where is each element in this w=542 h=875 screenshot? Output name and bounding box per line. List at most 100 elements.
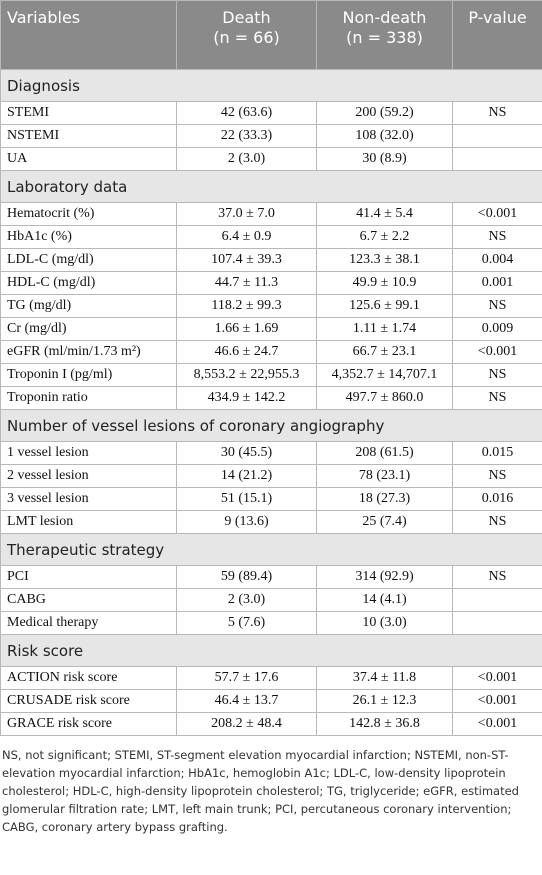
header-text: Non-death bbox=[342, 8, 427, 27]
header-cell: Variables bbox=[0, 0, 177, 70]
cell: 41.4 ± 5.4 bbox=[316, 202, 453, 226]
data-row: HDL-C (mg/dl) 44.7 ± 11.3 49.9 ± 10.9 0.001 bbox=[0, 271, 542, 295]
header-text: Death bbox=[222, 8, 271, 27]
cell: 26.1 ± 12.3 bbox=[316, 689, 453, 713]
cell: 108 (32.0) bbox=[316, 124, 453, 148]
cell: 30 (8.9) bbox=[316, 147, 453, 171]
footnote: NS, not significant; STEMI, ST-segment e… bbox=[2, 748, 519, 834]
cell: 42 (63.6) bbox=[176, 101, 317, 125]
header-cell: P-value bbox=[452, 0, 542, 70]
cell: 9 (13.6) bbox=[176, 510, 317, 534]
cell: 22 (33.3) bbox=[176, 124, 317, 148]
header-row: Variables Death (n = 66) Non-death (n = 338)… bbox=[0, 0, 542, 70]
data-row: PCI 59 (89.4) 314 (92.9) NS bbox=[0, 565, 542, 589]
header-cell: Non-death (n = 338) bbox=[316, 0, 453, 70]
cell: 0.016 bbox=[452, 487, 542, 511]
cell: 434.9 ± 142.2 bbox=[176, 386, 317, 410]
section-title: Laboratory data bbox=[0, 170, 542, 203]
cell: 208 (61.5) bbox=[316, 441, 453, 465]
data-row: ACTION risk score 57.7 ± 17.6 37.4 ± 11.8 <… bbox=[0, 666, 542, 690]
data-row: STEMI 42 (63.6) 200 (59.2) NS bbox=[0, 101, 542, 125]
header-text: (n = 66) bbox=[213, 28, 280, 47]
cell: HbA1c (%) bbox=[0, 225, 177, 249]
cell: <0.001 bbox=[452, 340, 542, 364]
section-row: Risk score bbox=[0, 634, 542, 667]
cell: 4,352.7 ± 14,707.1 bbox=[316, 363, 453, 387]
cell: NS bbox=[452, 510, 542, 534]
cell: 14 (21.2) bbox=[176, 464, 317, 488]
cell: 78 (23.1) bbox=[316, 464, 453, 488]
cell: 37.4 ± 11.8 bbox=[316, 666, 453, 690]
cell: <0.001 bbox=[452, 689, 542, 713]
cell: 8,553.2 ± 22,955.3 bbox=[176, 363, 317, 387]
cell: 2 (3.0) bbox=[176, 588, 317, 612]
cell bbox=[452, 611, 542, 635]
header-cell: Death (n = 66) bbox=[176, 0, 317, 70]
cell bbox=[452, 588, 542, 612]
data-row: Medical therapy 5 (7.6) 10 (3.0) bbox=[0, 611, 542, 635]
cell: LMT lesion bbox=[0, 510, 177, 534]
cell: ACTION risk score bbox=[0, 666, 177, 690]
data-row: CRUSADE risk score 46.4 ± 13.7 26.1 ± 12.3… bbox=[0, 689, 542, 713]
cell: 0.004 bbox=[452, 248, 542, 272]
cell: NS bbox=[452, 294, 542, 318]
data-row: Hematocrit (%) 37.0 ± 7.0 41.4 ± 5.4 <0.001 bbox=[0, 202, 542, 226]
cell: eGFR (ml/min/1.73 m²) bbox=[0, 340, 177, 364]
cell: NS bbox=[452, 565, 542, 589]
data-row: CABG 2 (3.0) 14 (4.1) bbox=[0, 588, 542, 612]
cell: Hematocrit (%) bbox=[0, 202, 177, 226]
cell: 25 (7.4) bbox=[316, 510, 453, 534]
data-row: GRACE risk score 208.2 ± 48.4 142.8 ± 36.8… bbox=[0, 712, 542, 736]
data-row: Troponin I (pg/ml) 8,553.2 ± 22,955.3 4,35… bbox=[0, 363, 542, 387]
cell: 142.8 ± 36.8 bbox=[316, 712, 453, 736]
cell: 10 (3.0) bbox=[316, 611, 453, 635]
data-row: TG (mg/dl) 118.2 ± 99.3 125.6 ± 99.1 NS bbox=[0, 294, 542, 318]
cell: STEMI bbox=[0, 101, 177, 125]
cell: 57.7 ± 17.6 bbox=[176, 666, 317, 690]
cell: 497.7 ± 860.0 bbox=[316, 386, 453, 410]
cell: 1.66 ± 1.69 bbox=[176, 317, 317, 341]
cell: 0.001 bbox=[452, 271, 542, 295]
cell: CABG bbox=[0, 588, 177, 612]
data-row: UA 2 (3.0) 30 (8.9) bbox=[0, 147, 542, 171]
cell: NS bbox=[452, 101, 542, 125]
cell: 123.3 ± 38.1 bbox=[316, 248, 453, 272]
cell: 0.015 bbox=[452, 441, 542, 465]
cell: 18 (27.3) bbox=[316, 487, 453, 511]
cell: 2 (3.0) bbox=[176, 147, 317, 171]
section-row: Diagnosis bbox=[0, 69, 542, 102]
cell: HDL-C (mg/dl) bbox=[0, 271, 177, 295]
section-title: Risk score bbox=[0, 634, 542, 667]
data-row: 3 vessel lesion 51 (15.1) 18 (27.3) 0.016 bbox=[0, 487, 542, 511]
cell: <0.001 bbox=[452, 666, 542, 690]
cell: 66.7 ± 23.1 bbox=[316, 340, 453, 364]
cell: 5 (7.6) bbox=[176, 611, 317, 635]
section-title: Diagnosis bbox=[0, 69, 542, 102]
cell: 37.0 ± 7.0 bbox=[176, 202, 317, 226]
data-table: Variables Death (n = 66) Non-death (n = 338)… bbox=[0, 0, 542, 736]
cell: NSTEMI bbox=[0, 124, 177, 148]
cell: PCI bbox=[0, 565, 177, 589]
cell: LDL-C (mg/dl) bbox=[0, 248, 177, 272]
cell: <0.001 bbox=[452, 712, 542, 736]
cell: 107.4 ± 39.3 bbox=[176, 248, 317, 272]
section-row: Laboratory data bbox=[0, 170, 542, 203]
table-body: Diagnosis STEMI 42 (63.6) 200 (59.2) NS NSTEM… bbox=[0, 69, 542, 736]
data-row: LMT lesion 9 (13.6) 25 (7.4) NS bbox=[0, 510, 542, 534]
section-title: Therapeutic strategy bbox=[0, 533, 542, 566]
cell: UA bbox=[0, 147, 177, 171]
cell: 200 (59.2) bbox=[316, 101, 453, 125]
cell: NS bbox=[452, 386, 542, 410]
cell: 30 (45.5) bbox=[176, 441, 317, 465]
cell: TG (mg/dl) bbox=[0, 294, 177, 318]
cell: CRUSADE risk score bbox=[0, 689, 177, 713]
cell: 59 (89.4) bbox=[176, 565, 317, 589]
cell: Troponin ratio bbox=[0, 386, 177, 410]
cell: NS bbox=[452, 225, 542, 249]
data-row: Cr (mg/dl) 1.66 ± 1.69 1.11 ± 1.74 0.009 bbox=[0, 317, 542, 341]
cell: 51 (15.1) bbox=[176, 487, 317, 511]
cell: NS bbox=[452, 363, 542, 387]
cell: 118.2 ± 99.3 bbox=[176, 294, 317, 318]
data-row: HbA1c (%) 6.4 ± 0.9 6.7 ± 2.2 NS bbox=[0, 225, 542, 249]
cell: 3 vessel lesion bbox=[0, 487, 177, 511]
